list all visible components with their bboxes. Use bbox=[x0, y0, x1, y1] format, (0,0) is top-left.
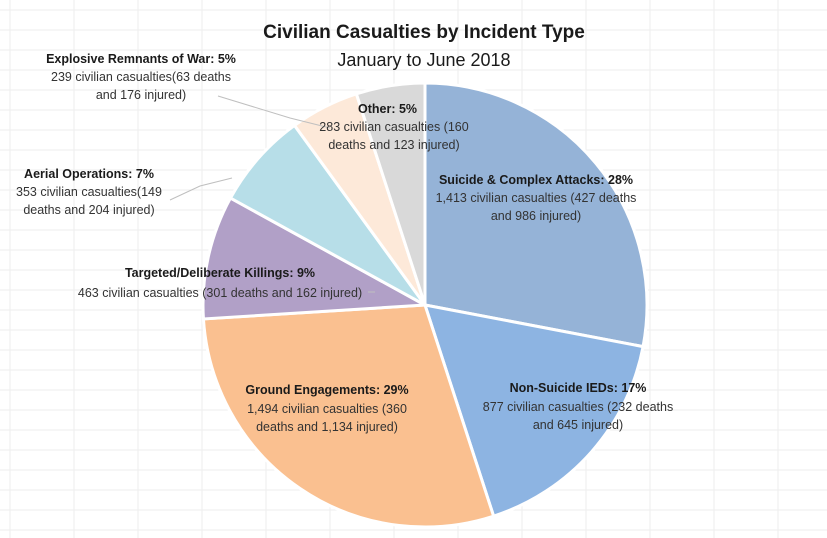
slice-title: Non-Suicide IEDs: 17% bbox=[510, 381, 647, 395]
slice-label-explosive-remnants-of-war: Explosive Remnants of War: 5% 239 civili… bbox=[46, 52, 236, 102]
leader-line-explosive-remnants-of-war bbox=[217, 95, 331, 129]
chart-title: Civilian Casualties by Incident Type bbox=[263, 22, 585, 43]
slice-detail: 1,494 civilian casualties (360 bbox=[247, 402, 407, 416]
slice-detail: 1,413 civilian casualties (427 deaths bbox=[436, 191, 637, 205]
pie-slices bbox=[201, 81, 649, 529]
leader-line-aerial-operations bbox=[169, 177, 233, 201]
slice-detail: and 645 injured) bbox=[533, 418, 623, 432]
slice-detail: 239 civilian casualties(63 deaths bbox=[51, 70, 231, 84]
slice-title: Aerial Operations: 7% bbox=[24, 167, 154, 181]
slice-detail: 283 civilian casualties (160 bbox=[319, 120, 468, 134]
slice-label-targeted-deliberate-killings: Targeted/Deliberate Killings: 9% 463 civ… bbox=[78, 266, 362, 300]
slice-title: Explosive Remnants of War: 5% bbox=[46, 52, 236, 66]
slice-detail: and 176 injured) bbox=[96, 88, 186, 102]
slice-title: Ground Engagements: 29% bbox=[245, 383, 408, 397]
slice-label-ground-engagements: Ground Engagements: 29% 1,494 civilian c… bbox=[245, 383, 408, 434]
pie-slice-other bbox=[354, 81, 427, 306]
slice-label-other: Other: 5% 283 civilian casualties (160 d… bbox=[319, 102, 468, 152]
slice-detail: deaths and 123 injured) bbox=[328, 138, 459, 152]
pie-slice-targeted-deliberate-killings bbox=[201, 196, 431, 321]
leader-lines bbox=[169, 95, 375, 293]
slice-label-non-suicide-ieds: Non-Suicide IEDs: 17% 877 civilian casua… bbox=[483, 381, 673, 432]
pie-slice-non-suicide-ieds bbox=[422, 303, 645, 519]
slice-label-suicide-complex-attacks: Suicide & Complex Attacks: 28% 1,413 civ… bbox=[436, 173, 637, 223]
chart-subtitle: January to June 2018 bbox=[337, 50, 510, 70]
slice-title: Other: 5% bbox=[358, 102, 417, 116]
slice-detail: and 986 injured) bbox=[491, 209, 581, 223]
slice-title: Targeted/Deliberate Killings: 9% bbox=[125, 266, 315, 280]
slice-detail: 463 civilian casualties (301 deaths and … bbox=[78, 286, 362, 300]
slice-label-aerial-operations: Aerial Operations: 7% 353 civilian casua… bbox=[16, 167, 162, 217]
slice-detail: deaths and 1,134 injured) bbox=[256, 420, 398, 434]
slice-detail: 877 civilian casualties (232 deaths bbox=[483, 400, 673, 414]
pie-slice-ground-engagements bbox=[201, 303, 496, 529]
pie-slice-suicide-complex-attacks bbox=[423, 81, 649, 349]
slice-detail: 353 civilian casualties(149 bbox=[16, 185, 162, 199]
slice-detail: deaths and 204 injured) bbox=[23, 203, 154, 217]
slice-title: Suicide & Complex Attacks: 28% bbox=[439, 173, 633, 187]
